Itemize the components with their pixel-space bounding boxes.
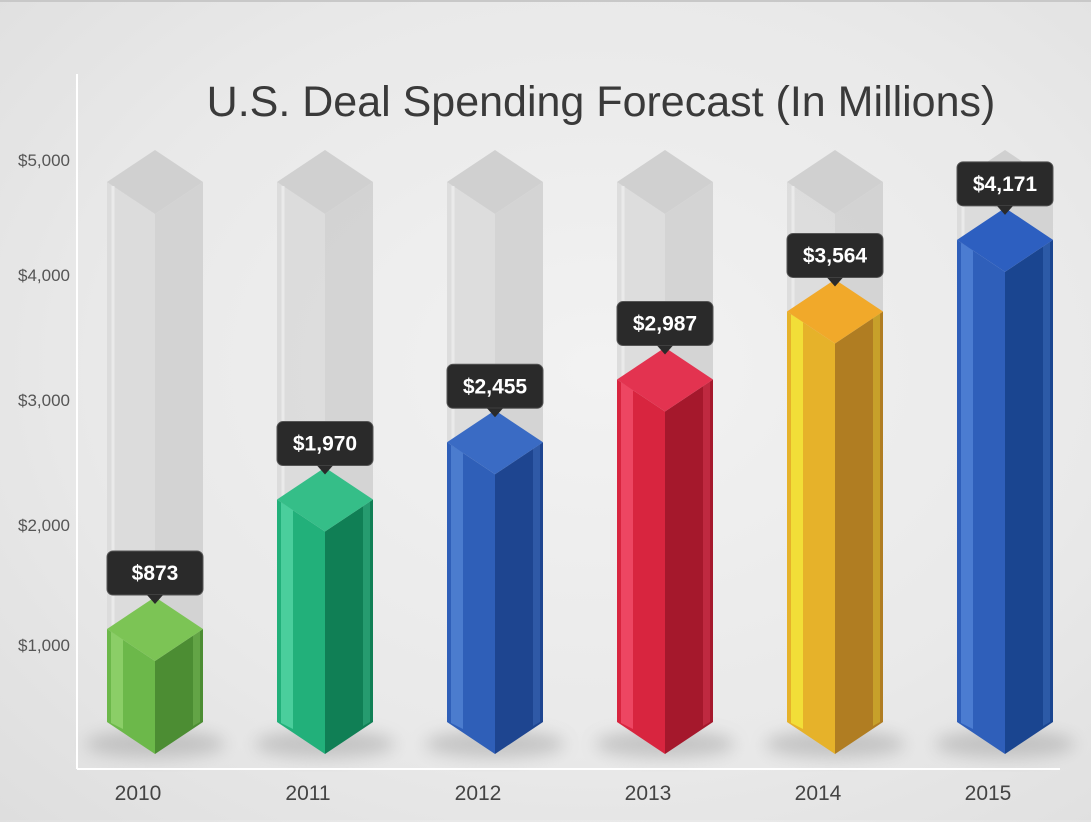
bar-top [107,596,203,661]
bar-highlight [621,382,633,729]
x-tick-labels: 2010 2011 2012 2013 2014 2015 [115,782,1012,805]
bar-top [957,207,1053,272]
bar-top [617,347,713,412]
value-label-pointer [487,408,503,418]
value-label: $3,564 [803,244,868,267]
x-tick-label: 2013 [625,782,672,805]
bar-highlight [791,314,803,729]
ghost-top [787,150,883,214]
bar-group: $4,171 [956,150,1054,754]
x-tick-label: 2012 [455,782,502,805]
ground-shadows [85,730,1075,758]
chart-title: U.S. Deal Spending Forecast (In Millions… [207,78,996,126]
bar-highlight [281,502,293,729]
bars: $873 $1,970 $2,455 $2,987 $3,564 $4,171 [106,150,1054,754]
bar-face-right [155,628,203,754]
y-tick-label: $2,000 [18,516,70,535]
y-tick-labels: $1,000 $2,000 $3,000 $4,000 $5,000 [18,151,70,655]
x-tick-label: 2015 [965,782,1012,805]
bar-highlight [961,242,973,729]
bar-face-right [495,442,543,754]
value-label-pointer [147,594,163,604]
value-label: $873 [132,562,179,585]
bar-group: $1,970 [276,150,374,754]
bar-group: $873 [106,150,204,754]
bar-edge-shine [533,442,540,726]
bar-top [787,279,883,344]
ghost-top [107,150,203,214]
bar-edge-shine [193,628,200,726]
bar-edge-shine [703,379,710,726]
bar-highlight [111,631,123,729]
bar-face-right [325,499,373,754]
bar-group: $3,564 [786,150,884,754]
bar-top [277,467,373,532]
x-tick-label: 2010 [115,782,162,805]
bar-face-right [665,379,713,754]
value-label: $1,970 [293,433,357,456]
x-tick-label: 2014 [795,782,842,805]
axes [76,74,1060,770]
bar-top [447,410,543,475]
value-label-pointer [657,345,673,355]
value-label: $2,987 [633,313,697,336]
y-tick-label: $3,000 [18,391,70,410]
value-label: $4,171 [973,173,1038,196]
bar-group: $2,987 [616,150,714,754]
y-tick-label: $4,000 [18,266,70,285]
bar-edge-shine [363,499,370,726]
value-label-pointer [997,205,1013,215]
value-label: $2,455 [463,375,528,398]
ghost-top [617,150,713,214]
y-tick-label: $1,000 [18,636,70,655]
value-label-pointer [827,277,843,287]
y-tick-label: $5,000 [18,151,70,170]
bar-face-right [835,311,883,754]
ghost-top [447,150,543,214]
x-tick-label: 2011 [285,782,330,805]
bar-edge-shine [873,311,880,726]
bar-edge-shine [1043,239,1050,726]
ghost-top [277,150,373,214]
bar-face-right [1005,239,1053,754]
bar-highlight [451,445,463,729]
value-label-pointer [317,465,333,475]
bar-group: $2,455 [446,150,544,754]
